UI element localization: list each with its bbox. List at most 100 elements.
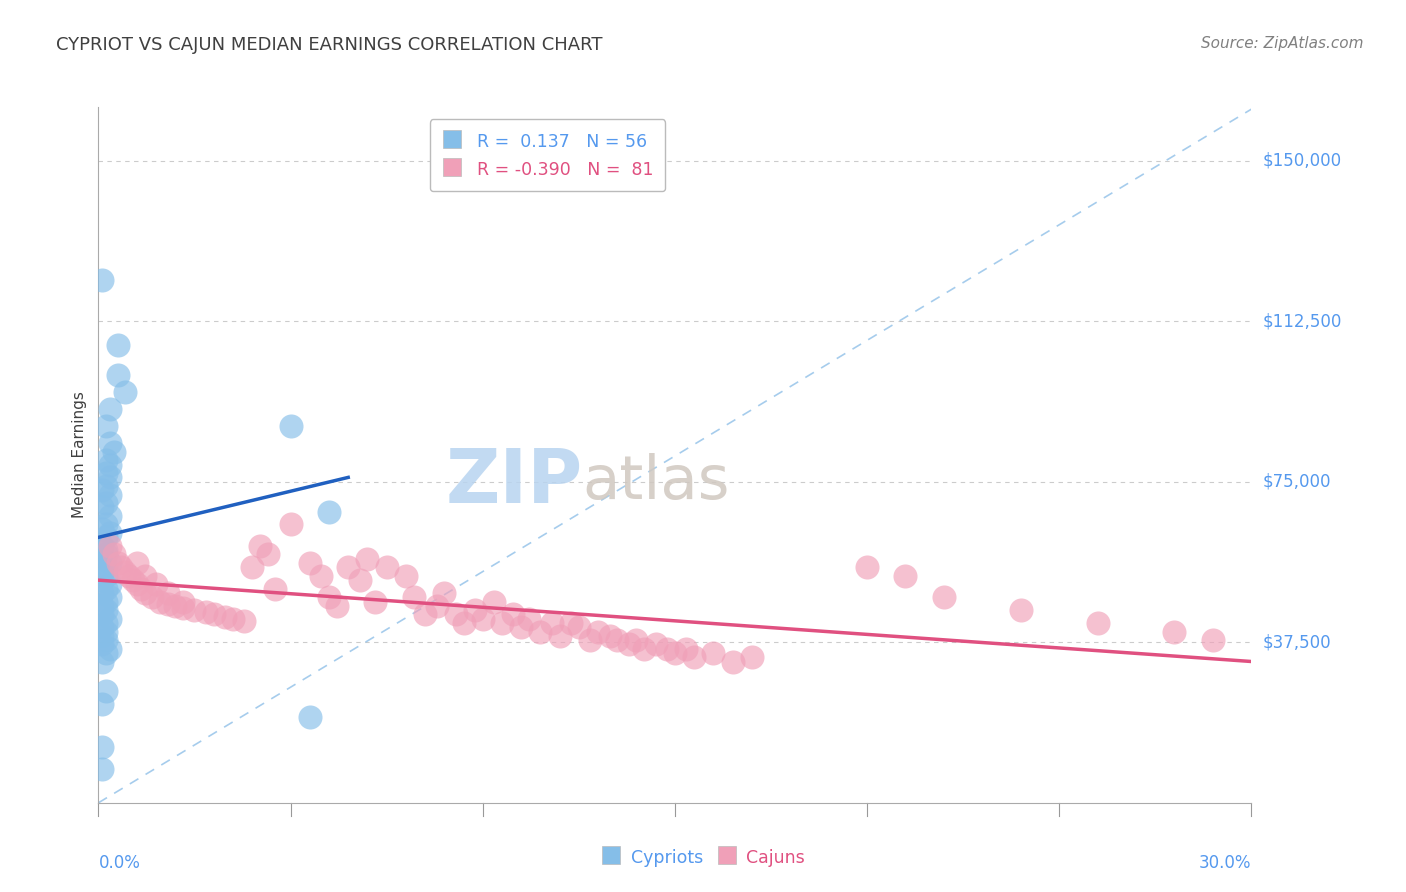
Point (484, 594, 506, 608)
Point (103, 548, 125, 562)
Point (541, 615, 564, 630)
Point (122, 573, 145, 587)
Point (91, 762, 114, 776)
Point (98, 458, 121, 472)
Text: $75,000: $75,000 (1263, 473, 1331, 491)
Point (98, 556, 121, 570)
Point (240, 560, 263, 574)
Point (141, 591, 163, 605)
Point (114, 565, 136, 579)
Point (172, 594, 194, 608)
Point (510, 620, 533, 634)
Point (91, 273, 114, 287)
Point (91, 655, 114, 669)
Point (94, 543, 117, 558)
Point (107, 556, 129, 570)
Point (444, 607, 467, 622)
Point (91, 522, 114, 536)
Point (1010, 603, 1032, 617)
Point (599, 629, 621, 643)
Point (568, 620, 591, 634)
Text: ZIP: ZIP (446, 446, 582, 519)
Point (91, 629, 114, 643)
Point (94, 530, 117, 544)
Point (395, 569, 418, 583)
Text: $150,000: $150,000 (1263, 152, 1341, 169)
Point (675, 641, 697, 656)
Point (91, 599, 114, 613)
Point (145, 577, 167, 591)
Point (107, 337, 129, 351)
Point (529, 624, 551, 639)
Point (94, 594, 117, 608)
Text: Source: ZipAtlas.com: Source: ZipAtlas.com (1201, 36, 1364, 51)
Point (664, 646, 686, 660)
Point (91, 607, 114, 622)
Point (94, 615, 117, 630)
Point (183, 603, 205, 617)
Point (491, 615, 513, 630)
Point (579, 633, 602, 648)
Point (325, 599, 347, 613)
Legend: R =  0.137   N = 56, R = -0.390   N =  81: R = 0.137 N = 56, R = -0.390 N = 81 (430, 120, 665, 192)
Text: $112,500: $112,500 (1263, 312, 1341, 330)
Point (107, 368, 129, 382)
Point (1087, 615, 1109, 630)
Point (94, 569, 117, 583)
Point (98, 436, 121, 450)
Point (91, 698, 114, 712)
Point (98, 508, 121, 523)
Point (91, 483, 114, 498)
Point (195, 605, 218, 619)
Point (94, 560, 117, 574)
Point (91, 573, 114, 587)
Point (91, 586, 114, 600)
Point (94, 548, 117, 562)
Point (94, 624, 117, 639)
Point (683, 650, 706, 665)
Point (264, 582, 287, 596)
Point (94, 479, 117, 493)
Point (94, 496, 117, 510)
Point (364, 594, 387, 608)
Point (644, 637, 666, 651)
Point (375, 560, 398, 574)
Point (318, 591, 340, 605)
Point (91, 539, 114, 553)
Point (741, 650, 763, 665)
Y-axis label: Median Earnings: Median Earnings (72, 392, 87, 518)
Point (657, 641, 679, 656)
Text: 30.0%: 30.0% (1199, 855, 1251, 872)
Point (94, 633, 117, 648)
Point (548, 629, 571, 643)
Point (586, 624, 609, 639)
Point (156, 586, 179, 600)
Point (94, 466, 117, 480)
Point (318, 505, 340, 519)
Point (98, 641, 121, 656)
Point (98, 401, 121, 416)
Point (721, 655, 744, 669)
Point (165, 599, 187, 613)
Text: 0.0%: 0.0% (98, 855, 141, 872)
Point (349, 573, 371, 587)
Point (894, 569, 917, 583)
Point (110, 560, 132, 574)
Point (298, 556, 321, 570)
Point (214, 609, 236, 624)
Point (114, 384, 136, 399)
Point (94, 517, 117, 532)
Point (633, 641, 655, 656)
Point (94, 684, 117, 698)
Point (125, 556, 148, 570)
Point (94, 582, 117, 596)
Point (134, 586, 156, 600)
Legend: Cypriots, Cajuns: Cypriots, Cajuns (595, 840, 811, 874)
Point (98, 539, 121, 553)
Point (129, 582, 152, 596)
Point (337, 560, 360, 574)
Point (502, 607, 524, 622)
Point (156, 597, 179, 611)
Point (103, 444, 125, 458)
Point (125, 577, 148, 591)
